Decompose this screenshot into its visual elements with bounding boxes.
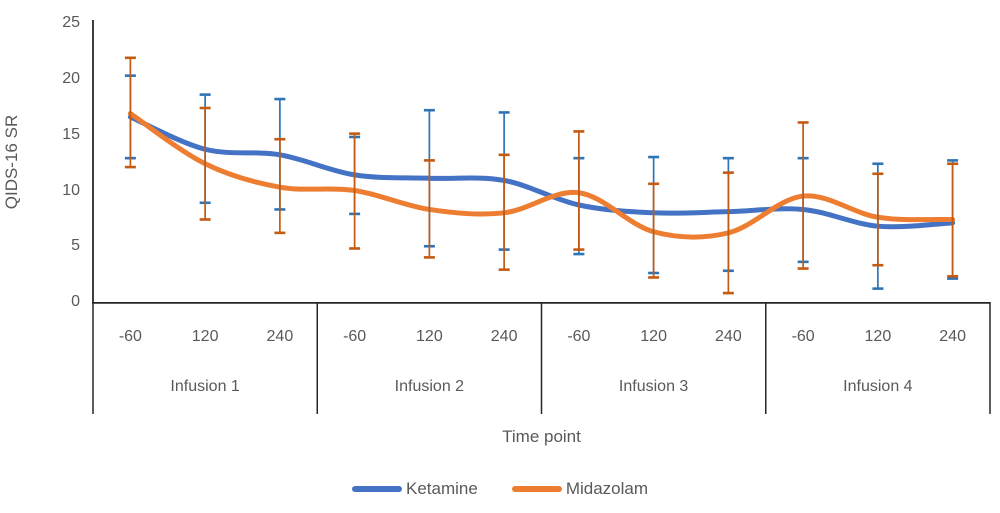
legend-swatch-icon bbox=[351, 486, 402, 492]
y-tick-label: 0 bbox=[71, 293, 80, 310]
x-tick-label: -60 bbox=[791, 328, 815, 345]
series-line-ketamine bbox=[127, 114, 956, 230]
group-label: Infusion 3 bbox=[618, 378, 689, 395]
x-tick-label: 120 bbox=[416, 328, 443, 345]
legend-label: Ketamine bbox=[405, 479, 478, 498]
x-tick-label: 120 bbox=[191, 328, 219, 345]
x-tick-label: 120 bbox=[864, 328, 892, 345]
legend-label: Midazolam bbox=[565, 479, 649, 498]
series-line-midazolam bbox=[127, 111, 956, 240]
y-tick-label: 5 bbox=[71, 237, 80, 255]
y-tick-label: 15 bbox=[62, 125, 80, 143]
x-axis-title: Time point bbox=[502, 427, 581, 446]
x-tick-label: 240 bbox=[939, 328, 966, 345]
y-axis-title: QIDS-16 SR bbox=[2, 114, 21, 210]
x-tick-label: 240 bbox=[715, 328, 742, 345]
x-tick-label: 240 bbox=[266, 328, 294, 345]
y-tick-label: 10 bbox=[62, 181, 80, 199]
legend-item: Ketamine bbox=[351, 479, 478, 499]
group-label: Infusion 2 bbox=[394, 378, 465, 395]
legend: Ketamine Midazolam bbox=[0, 479, 1000, 499]
group-label: Infusion 4 bbox=[843, 378, 913, 395]
x-tick-label: -60 bbox=[118, 328, 142, 345]
x-tick-label: 120 bbox=[640, 328, 667, 345]
x-tick-label: 240 bbox=[490, 328, 518, 345]
legend-item: Midazolam bbox=[511, 479, 649, 499]
y-tick-label: 25 bbox=[62, 14, 80, 32]
group-label: Infusion 1 bbox=[170, 378, 240, 395]
x-tick-label: -60 bbox=[567, 328, 591, 345]
y-tick-label: 20 bbox=[62, 70, 80, 87]
legend-swatch-icon bbox=[511, 486, 562, 492]
x-tick-label: -60 bbox=[343, 328, 367, 345]
